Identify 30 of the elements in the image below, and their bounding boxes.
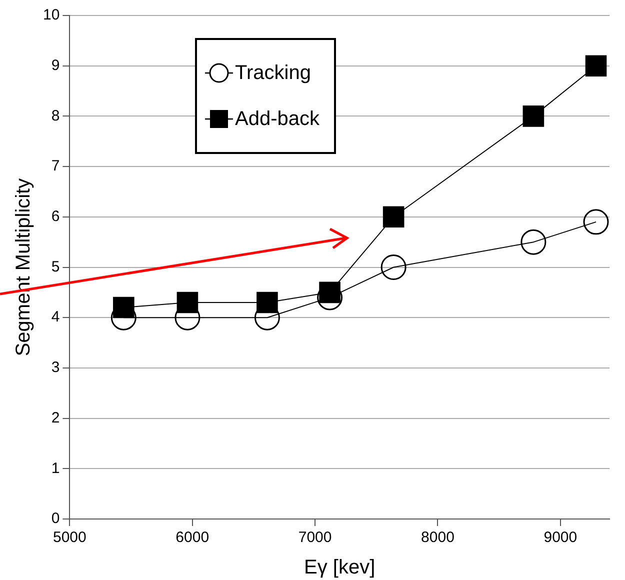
point [520,229,546,255]
legend-label: Add-back [235,108,320,130]
point [256,292,278,314]
y-tick-label: 10 [42,6,60,24]
y-axis-title: Segment Multiplicity [12,178,35,356]
legend-label: Tracking [235,62,311,84]
x-axis-title: Eγ [kev] [304,556,376,579]
point [319,282,340,304]
y-tick-label: 6 [51,208,60,226]
point [522,106,544,127]
point [583,209,609,235]
y-tick-label: 3 [51,359,60,376]
y-tick-label: 1 [51,460,60,477]
x-tick-label: 6000 [176,529,210,546]
x-tick-label: 7000 [298,529,332,546]
x-tick-label: 9000 [544,529,578,546]
y-tick-label: 4 [51,308,60,326]
y-tick-label: 0 [51,510,60,528]
y-tick-label: 5 [51,258,60,276]
point [380,254,406,280]
y-tick-label: 9 [51,56,60,74]
y-tick-label: 7 [51,158,60,175]
point [585,55,607,76]
point [113,296,134,318]
point [382,206,404,228]
y-tick-label: 8 [51,107,60,124]
x-tick-label: 5000 [52,529,86,546]
y-tick-label: 2 [51,409,60,426]
x-tick-label: 8000 [421,529,454,546]
point [176,292,198,314]
